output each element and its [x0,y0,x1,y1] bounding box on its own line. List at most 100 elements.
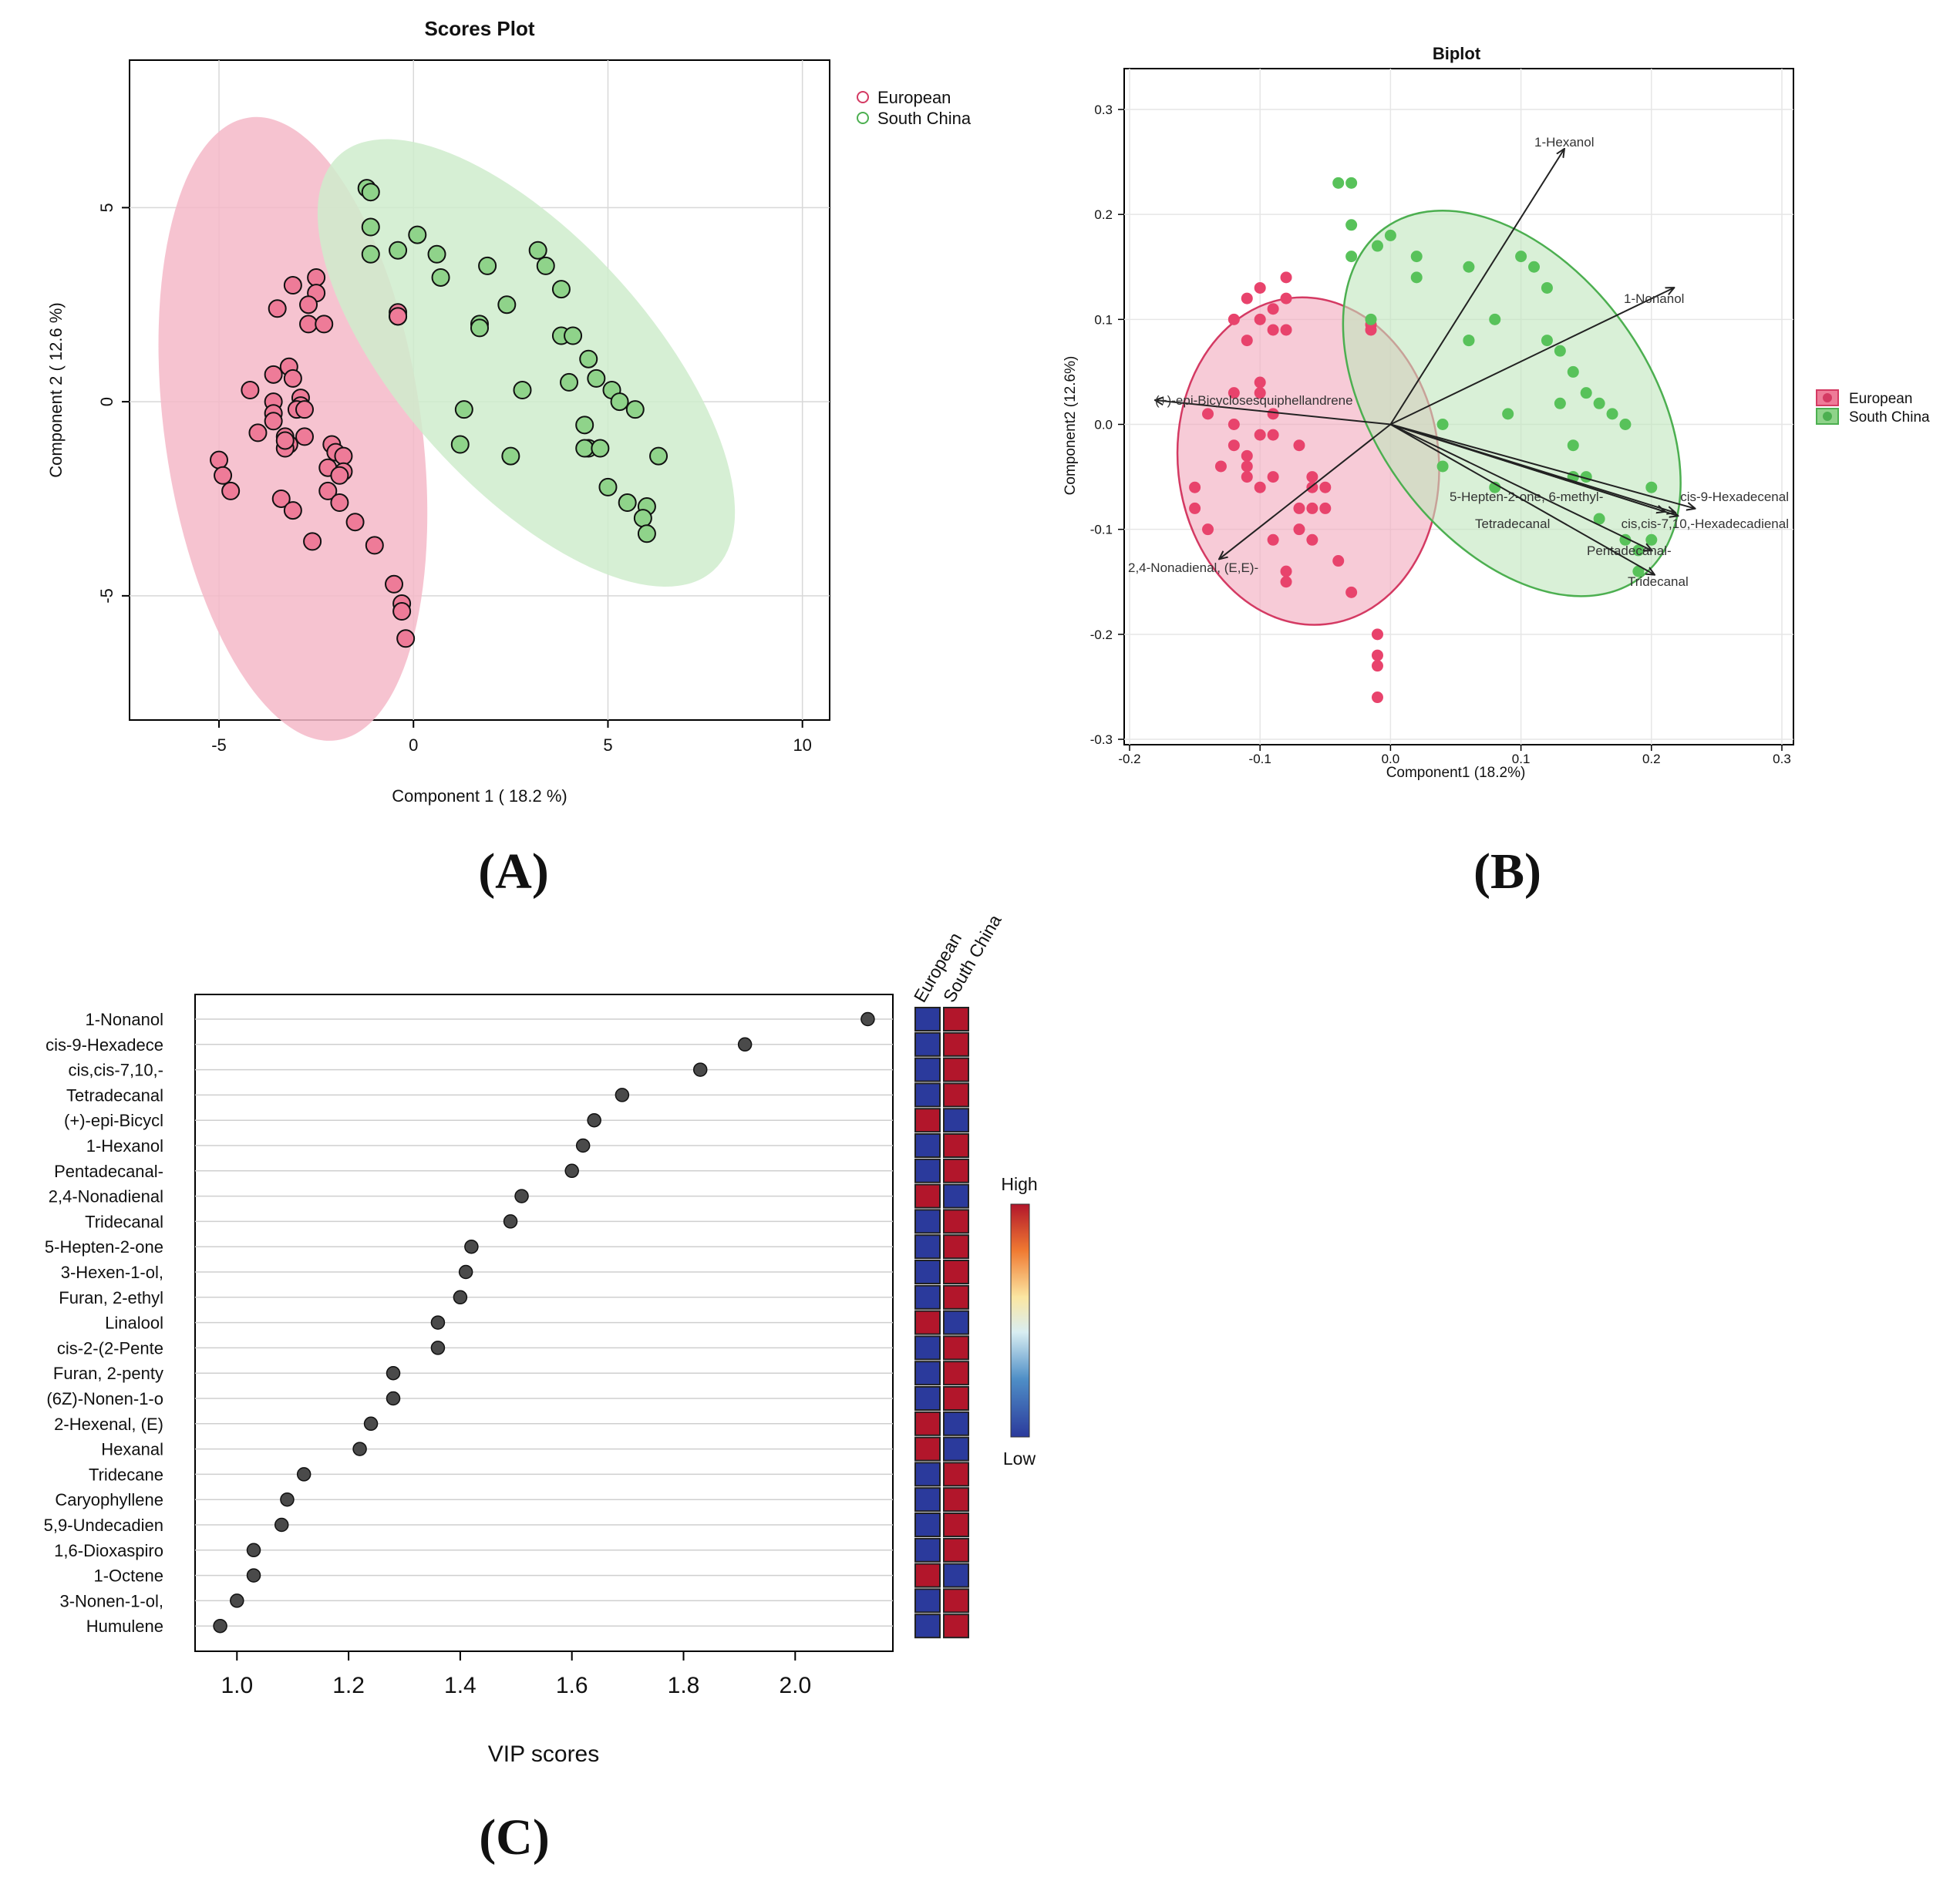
data-point [1541,335,1553,347]
loading-arrow [1220,423,1392,559]
tick-label-y: 0.2 [1094,207,1113,222]
vip-point [564,1163,579,1179]
data-point [299,295,318,315]
data-point [1280,565,1292,577]
tick-label-y: -0.2 [1090,628,1113,642]
data-point [1319,502,1332,514]
loading-label: Tetradecanal [1475,517,1550,531]
biplot-y-label: Component2 (12.6%) [1063,356,1079,496]
data-point [1189,502,1201,514]
data-point [1502,408,1514,420]
loading-label: (+)-epi-Bicyclosesquiphellandrene [1155,393,1353,408]
data-point [1345,219,1358,231]
scores-plot-panel: Scores Plot -5 0 5 10 -5 0 5 Component 1 ( 18… [46,17,972,900]
loading-arrow [1389,423,1654,575]
heatmap-cell [914,1411,941,1436]
biplot-loading-arrows: 1-Hexanol 1-Nonanol (+)-epi-Bicyclosesquip… [1128,135,1789,589]
biplot-legend: European South China [1816,389,1930,426]
heatmap-cell [943,1057,969,1082]
data-point [1267,533,1279,546]
vip-point [274,1517,289,1533]
scores-plot-points [210,179,668,648]
data-point [299,315,318,334]
data-point [1241,292,1253,305]
feature-label: Humulene [86,1617,163,1636]
heatmap-cell [914,1158,941,1183]
biplot-panel: Biplot 1-Hexanol 1-Nonanol (+)-epi-Bicyclo… [1063,44,1930,900]
vip-point [246,1568,261,1583]
data-point [579,349,598,368]
legend-southchina-label: South China [877,109,972,128]
data-point [1254,429,1266,441]
heatmap-cell [914,1487,941,1513]
data-point [1228,439,1240,452]
data-point [1267,324,1279,336]
loading-arrow [1389,288,1673,426]
panel-label-a: (A) [478,843,549,900]
colorbar-high-label: High [1001,1174,1037,1194]
scores-plot-title: Scores Plot [424,17,534,40]
data-point [478,256,497,275]
data-point [1332,555,1345,567]
data-point [513,381,532,399]
scores-plot-x-label: Component 1 ( 18.2 %) [392,786,567,806]
tick-label-x: -0.1 [1249,752,1271,766]
data-point [214,466,233,485]
loading-label: Pentadecanal- [1587,543,1672,558]
heatmap-cell [943,1537,969,1563]
loading-arrow [1389,423,1651,550]
data-point [470,318,489,338]
vip-feature-labels: 1-Nonanol cis-9-Hexadece cis,cis-7,10,- Tet… [44,1010,163,1636]
data-point [315,315,334,334]
data-point [295,427,314,446]
heatmap-cell [943,1031,969,1057]
heatmap-cell [943,1563,969,1588]
data-point [497,295,517,315]
tick-label-x: -5 [211,735,227,755]
heatmap-cell [943,1411,969,1436]
vip-x-label: VIP scores [488,1741,600,1767]
vip-point [430,1341,446,1355]
data-point [1606,408,1618,420]
data-point [330,493,349,513]
data-point [560,372,579,392]
heatmap-cell [914,1057,941,1082]
legend-european-label: European [877,88,951,107]
data-point [392,602,412,621]
data-point [1189,481,1201,493]
loading-label: 1-Hexanol [1534,135,1595,150]
tick-label-x: 10 [793,735,811,755]
vip-point [587,1112,601,1128]
tick-label-x: 1.2 [332,1673,365,1698]
scores-plot-y-ticks: -5 0 5 [97,203,130,604]
data-point [649,446,668,466]
vip-point [296,1467,312,1482]
vip-point [503,1214,518,1229]
feature-label: 5-Hepten-2-one [45,1237,163,1257]
tick-label-y: 0 [97,397,116,406]
tick-label-x: 0.3 [1773,752,1791,766]
data-point [1593,397,1605,409]
data-point [1371,628,1383,641]
data-point [1293,502,1305,514]
data-point [1254,481,1266,493]
data-point [427,244,446,264]
data-point [1645,481,1658,493]
loading-label: cis,cis-7,10,-Hexadecadienal [1622,517,1789,531]
data-point [1319,481,1332,493]
heatmap-cell [943,1082,969,1108]
data-point [210,450,229,469]
data-point [1228,387,1240,399]
data-point [1345,586,1358,598]
feature-label: Furan, 2-ethyl [59,1288,163,1307]
loading-arrow [1389,150,1564,426]
data-point [307,268,326,287]
heatmap-cell [914,1436,941,1462]
vip-point [430,1315,446,1330]
data-point [1410,271,1423,284]
legend-european-dot [1823,393,1832,402]
loading-label: 2,4-Nonadienal, (E,E)- [1128,560,1258,575]
data-point [1436,419,1449,430]
tick-label-y: 0.0 [1094,418,1113,432]
biplot-x-label: Component1 (18.2%) [1386,765,1526,781]
